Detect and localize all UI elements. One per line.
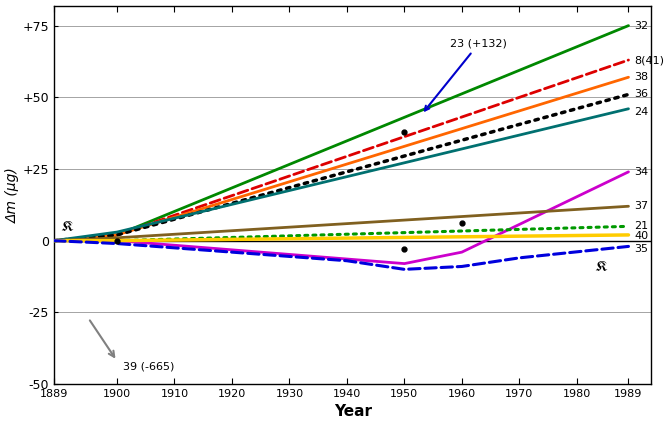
Text: 39 (-665): 39 (-665) bbox=[123, 362, 174, 372]
Text: $\mathfrak{K}$: $\mathfrak{K}$ bbox=[594, 259, 608, 274]
Text: 40: 40 bbox=[634, 231, 648, 241]
Text: 37: 37 bbox=[634, 201, 648, 211]
Text: 34: 34 bbox=[634, 167, 648, 177]
Text: $\mathfrak{K}$: $\mathfrak{K}$ bbox=[60, 219, 74, 234]
Text: 21: 21 bbox=[634, 221, 648, 231]
Text: 32: 32 bbox=[634, 21, 648, 31]
Text: 23 (+132): 23 (+132) bbox=[425, 39, 507, 110]
Text: 38: 38 bbox=[634, 72, 648, 82]
Text: 36: 36 bbox=[634, 89, 648, 99]
Text: 24: 24 bbox=[634, 107, 648, 116]
Text: 8(41): 8(41) bbox=[634, 55, 664, 65]
Y-axis label: Δm (μg): Δm (μg) bbox=[5, 167, 19, 223]
Text: 35: 35 bbox=[634, 244, 648, 254]
X-axis label: Year: Year bbox=[333, 405, 372, 419]
